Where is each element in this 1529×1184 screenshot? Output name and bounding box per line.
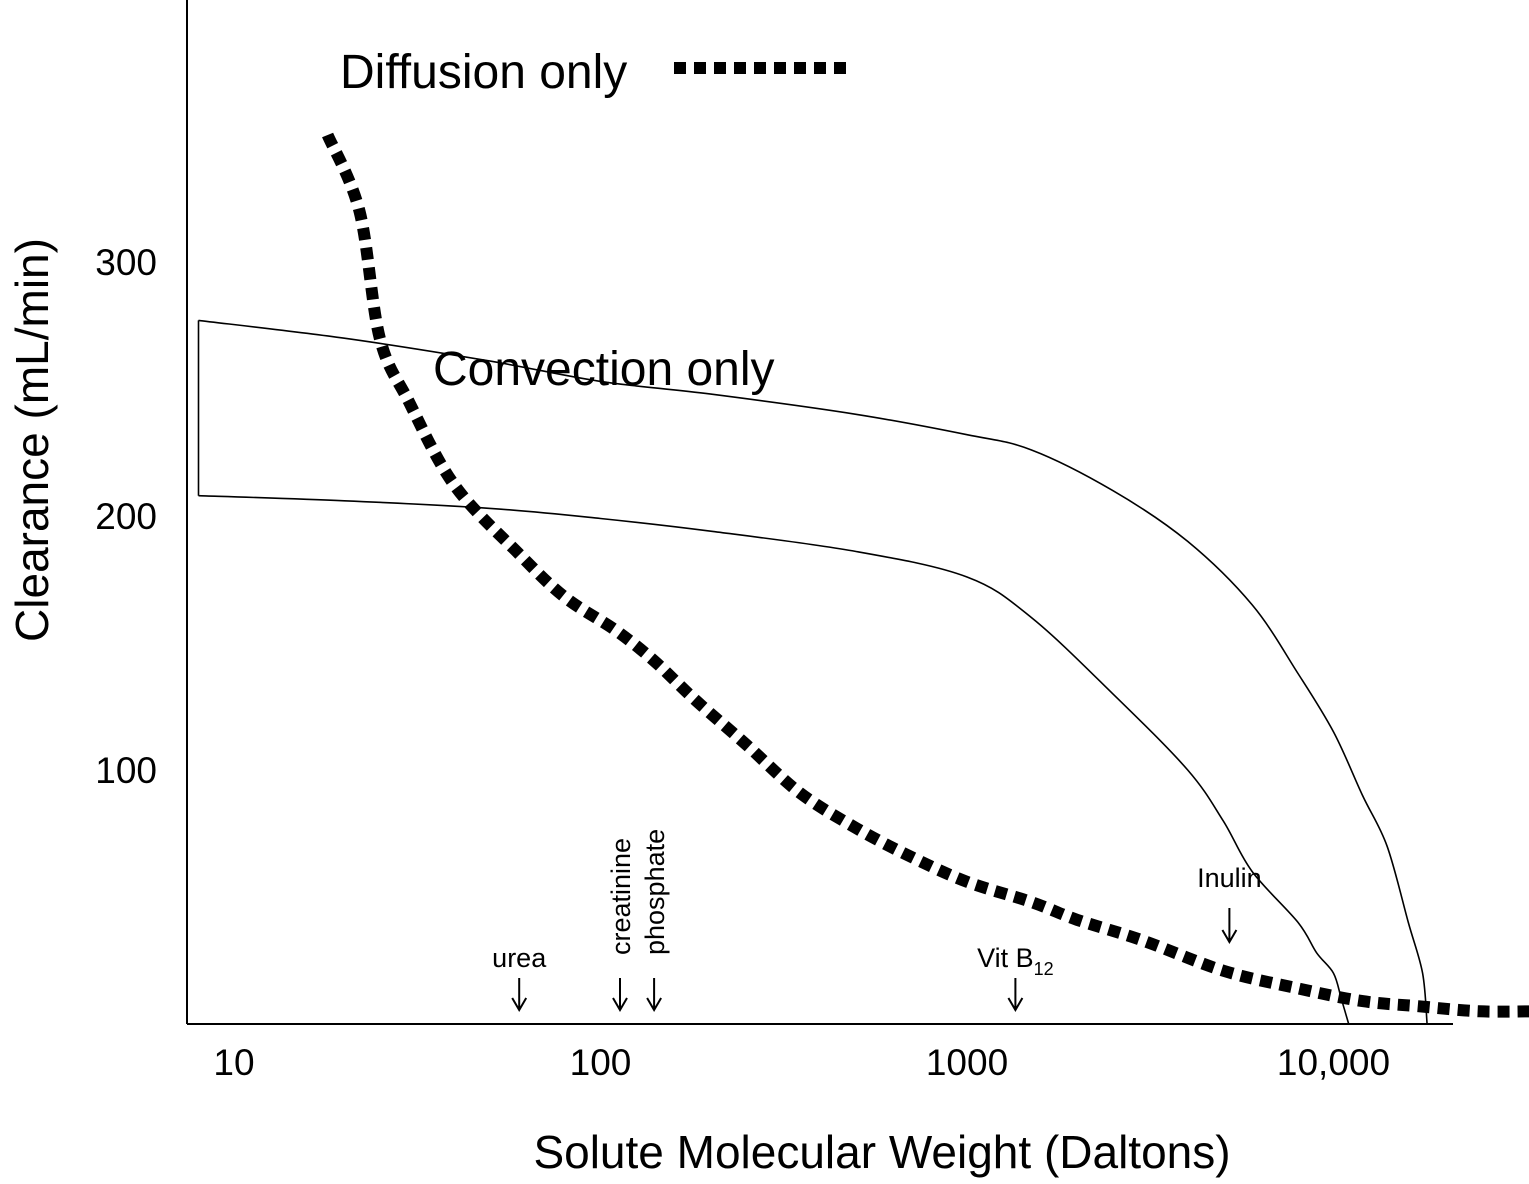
solute-marker-phosphate: phosphate	[640, 829, 670, 1012]
x-tick-label: 10,000	[1277, 1042, 1390, 1083]
y-tick-label: 300	[95, 242, 157, 283]
marker-arrow	[612, 978, 628, 1012]
marker-arrow	[646, 978, 662, 1012]
solute-marker-creatinine: creatinine	[606, 838, 636, 1012]
marker-label: Inulin	[1197, 863, 1262, 893]
y-axis-title: Clearance (mL/min)	[6, 238, 58, 642]
marker-arrow	[1007, 978, 1024, 1012]
marker-label: creatinine	[606, 838, 636, 955]
x-axis-title: Solute Molecular Weight (Daltons)	[533, 1126, 1230, 1178]
series-layer	[197, 132, 1529, 1025]
convection-lower-line	[198, 494, 1350, 1025]
marker-label: urea	[492, 943, 547, 973]
x-tick-label: 100	[570, 1042, 632, 1083]
y-tick-label: 100	[95, 750, 157, 791]
marker-arrow	[511, 978, 528, 1012]
marker-label: phosphate	[640, 829, 670, 955]
marker-arrow	[1221, 908, 1238, 944]
convection-upper-line	[198, 319, 1428, 1025]
solute-marker-urea: urea	[492, 943, 547, 1012]
convection-region-label: Convection only	[433, 343, 775, 396]
solute-marker-inulin: Inulin	[1197, 863, 1262, 944]
x-tick-label: 1000	[926, 1042, 1008, 1083]
y-tick-label: 200	[95, 496, 157, 537]
marker-label: Vit B12	[977, 943, 1054, 979]
diffusion-legend-label: Diffusion only	[340, 46, 627, 99]
diffusion-curve	[322, 132, 1529, 1018]
x-tick-label: 10	[213, 1042, 254, 1083]
marker-label-subscript: 12	[1034, 959, 1054, 979]
solute-marker-vit-b: Vit B12	[977, 943, 1054, 1012]
